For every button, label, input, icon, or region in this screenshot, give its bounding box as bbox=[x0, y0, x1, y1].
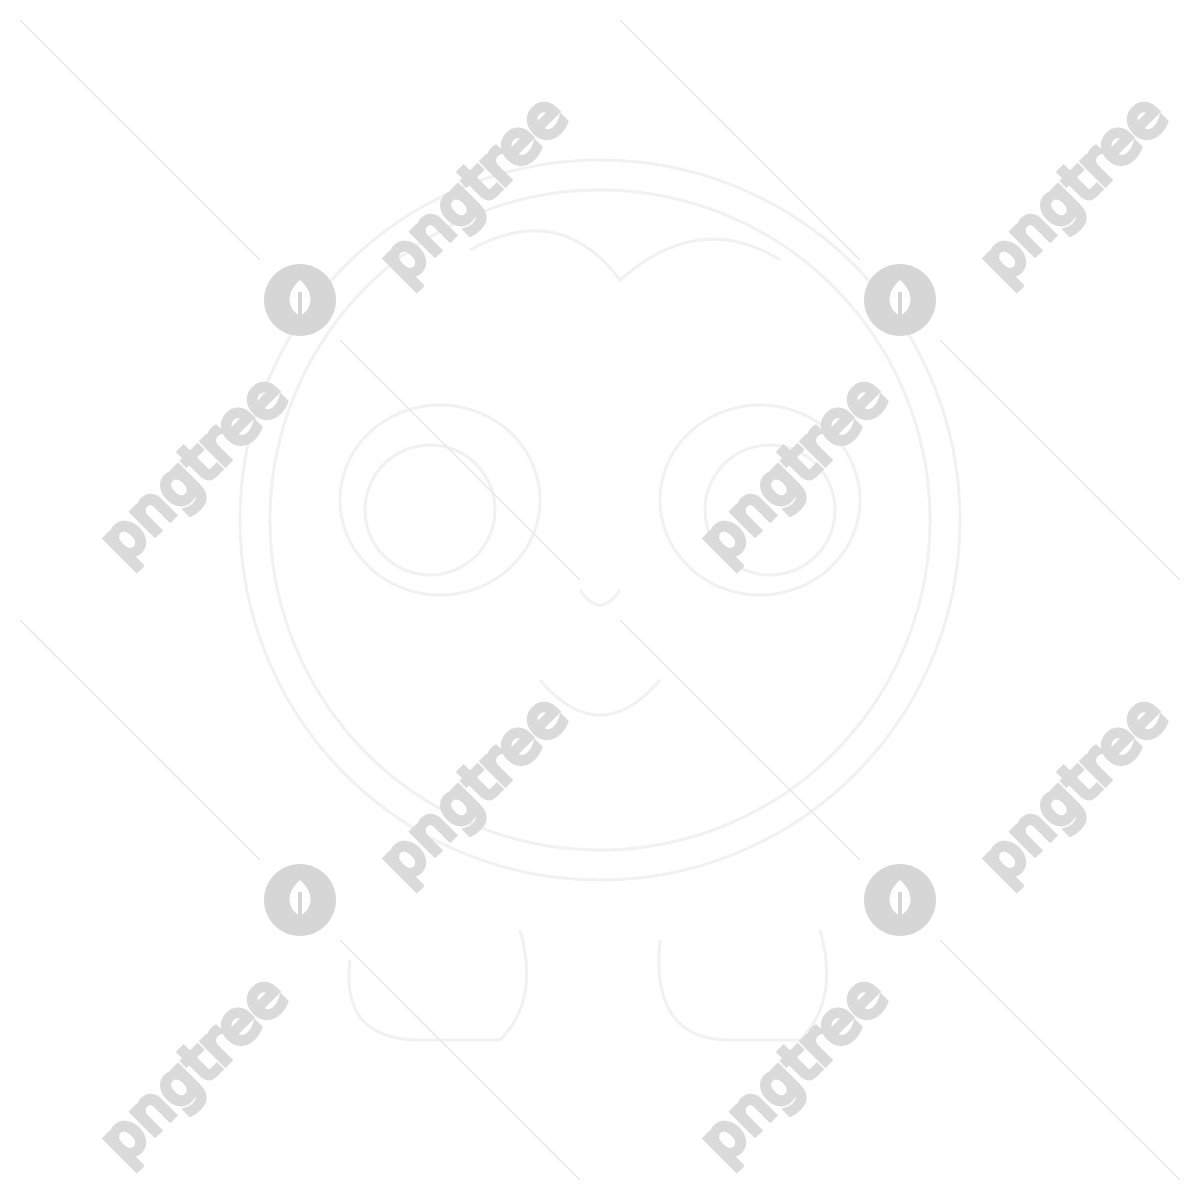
watermark-diagonal-line bbox=[19, 19, 261, 261]
art-hair-tuft bbox=[469, 229, 781, 283]
pngtree-leaf-logo-icon bbox=[864, 264, 936, 336]
art-left-foot bbox=[347, 929, 529, 1042]
watermark-diagonal-line bbox=[19, 619, 261, 861]
art-mouth bbox=[538, 679, 662, 717]
pngtree-leaf-logo-icon bbox=[264, 264, 336, 336]
art-left-eye-inner bbox=[363, 443, 497, 577]
art-right-eye-inner bbox=[703, 443, 837, 577]
art-left-eye-outer bbox=[338, 403, 542, 597]
pngtree-leaf-logo-icon bbox=[864, 864, 936, 936]
watermark-diagonal-line bbox=[939, 939, 1181, 1181]
watermark-diagonal-line bbox=[939, 339, 1181, 581]
watermark-diagonal-line bbox=[619, 19, 861, 261]
art-nose bbox=[578, 589, 622, 607]
pngtree-leaf-logo-icon bbox=[264, 864, 336, 936]
watermark-diagonal-line bbox=[619, 619, 861, 861]
watermark-diagonal-line bbox=[339, 339, 581, 581]
art-head-outline bbox=[238, 158, 962, 882]
art-right-foot bbox=[657, 929, 829, 1042]
art-right-eye-outer bbox=[658, 403, 862, 597]
art-head-inner-outline bbox=[268, 188, 932, 852]
watermark-diagonal-line bbox=[339, 939, 581, 1181]
